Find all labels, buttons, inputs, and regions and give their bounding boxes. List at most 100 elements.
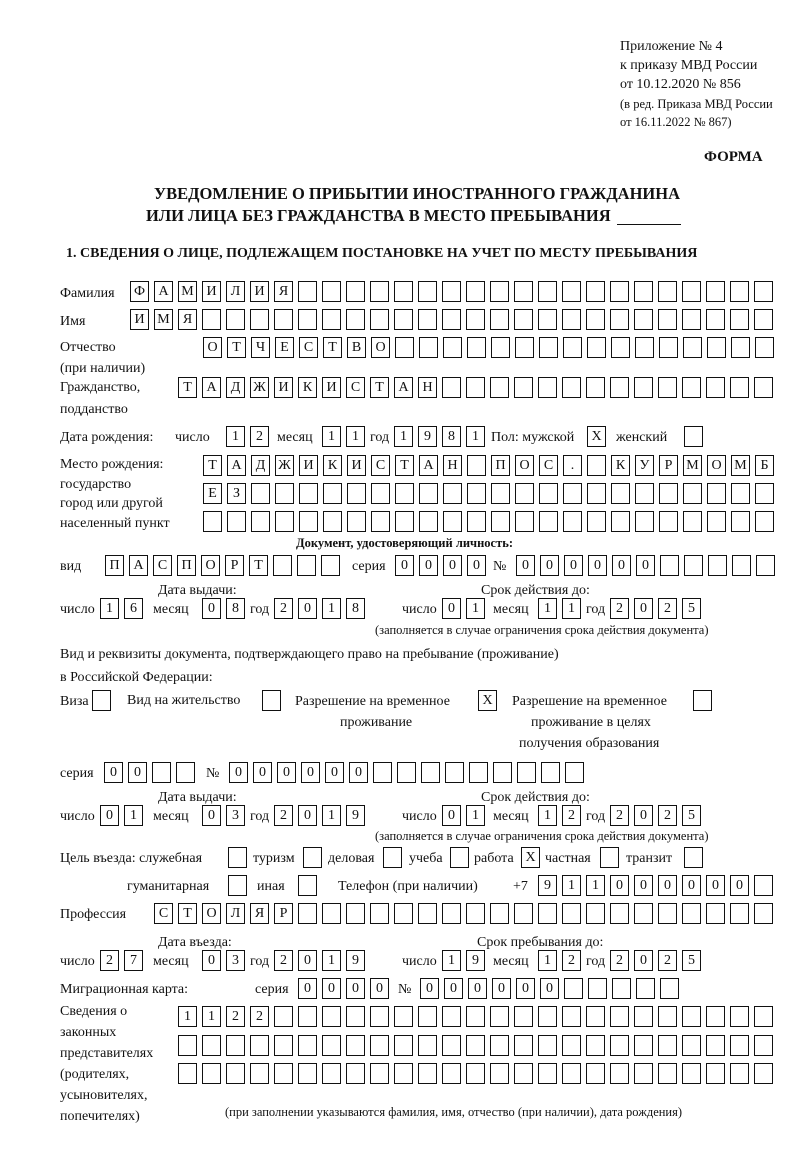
char-cell[interactable]: 0 bbox=[346, 978, 365, 999]
sex-male-checkbox[interactable]: X bbox=[587, 426, 606, 447]
char-cell[interactable] bbox=[370, 1035, 389, 1056]
char-cell[interactable] bbox=[658, 1063, 677, 1084]
char-cell[interactable] bbox=[515, 337, 534, 358]
char-cell[interactable]: 3 bbox=[226, 950, 245, 971]
char-cell[interactable]: 0 bbox=[634, 875, 653, 896]
char-cell[interactable]: Т bbox=[178, 903, 197, 924]
checkbox-cell[interactable]: X bbox=[478, 690, 497, 711]
char-cell[interactable]: Т bbox=[227, 337, 246, 358]
residence-permit-checkbox[interactable] bbox=[262, 690, 281, 711]
char-cell[interactable]: Т bbox=[323, 337, 342, 358]
char-cell[interactable] bbox=[491, 511, 510, 532]
char-cell[interactable] bbox=[490, 903, 509, 924]
char-cell[interactable] bbox=[202, 309, 221, 330]
char-cell[interactable]: А bbox=[129, 555, 148, 576]
char-cell[interactable] bbox=[730, 903, 749, 924]
char-cell[interactable]: 1 bbox=[202, 1006, 221, 1027]
char-cell[interactable] bbox=[731, 483, 750, 504]
char-cell[interactable] bbox=[707, 483, 726, 504]
char-cell[interactable]: 0 bbox=[634, 805, 653, 826]
char-cell[interactable]: Ф bbox=[130, 281, 149, 302]
char-cell[interactable]: Б bbox=[755, 455, 774, 476]
char-cell[interactable]: 0 bbox=[564, 555, 583, 576]
char-cell[interactable] bbox=[755, 511, 774, 532]
char-cell[interactable]: 1 bbox=[100, 598, 119, 619]
checkbox-cell[interactable] bbox=[303, 847, 322, 868]
char-cell[interactable]: 1 bbox=[346, 426, 365, 447]
char-cell[interactable] bbox=[346, 309, 365, 330]
char-cell[interactable]: 0 bbox=[706, 875, 725, 896]
char-cell[interactable]: 0 bbox=[395, 555, 414, 576]
char-cell[interactable] bbox=[466, 1035, 485, 1056]
char-cell[interactable] bbox=[658, 377, 677, 398]
char-cell[interactable] bbox=[442, 903, 461, 924]
char-cell[interactable] bbox=[419, 337, 438, 358]
char-cell[interactable]: О bbox=[202, 903, 221, 924]
char-cell[interactable]: 1 bbox=[586, 875, 605, 896]
char-cell[interactable]: 0 bbox=[492, 978, 511, 999]
char-cell[interactable] bbox=[586, 309, 605, 330]
char-cell[interactable]: Д bbox=[251, 455, 270, 476]
char-cell[interactable] bbox=[274, 309, 293, 330]
char-cell[interactable]: 2 bbox=[274, 805, 293, 826]
char-cell[interactable] bbox=[322, 309, 341, 330]
reps-boxes-2[interactable] bbox=[178, 1035, 773, 1056]
char-cell[interactable] bbox=[298, 281, 317, 302]
purpose-tourism-checkbox[interactable] bbox=[303, 847, 322, 868]
char-cell[interactable]: Т bbox=[249, 555, 268, 576]
char-cell[interactable] bbox=[466, 903, 485, 924]
char-cell[interactable] bbox=[706, 1006, 725, 1027]
char-cell[interactable] bbox=[634, 281, 653, 302]
char-cell[interactable] bbox=[682, 281, 701, 302]
char-cell[interactable] bbox=[683, 337, 702, 358]
char-cell[interactable]: А bbox=[227, 455, 246, 476]
char-cell[interactable]: 0 bbox=[610, 875, 629, 896]
char-cell[interactable]: 2 bbox=[610, 598, 629, 619]
char-cell[interactable] bbox=[176, 762, 195, 783]
char-cell[interactable] bbox=[250, 1035, 269, 1056]
char-cell[interactable] bbox=[418, 1063, 437, 1084]
char-cell[interactable]: П bbox=[491, 455, 510, 476]
char-cell[interactable] bbox=[634, 1063, 653, 1084]
char-cell[interactable]: Р bbox=[274, 903, 293, 924]
char-cell[interactable]: Е bbox=[275, 337, 294, 358]
char-cell[interactable] bbox=[562, 1006, 581, 1027]
char-cell[interactable] bbox=[274, 1006, 293, 1027]
purpose-work-checkbox[interactable]: X bbox=[521, 847, 540, 868]
char-cell[interactable] bbox=[466, 377, 485, 398]
char-cell[interactable] bbox=[373, 762, 392, 783]
char-cell[interactable] bbox=[586, 1063, 605, 1084]
char-cell[interactable] bbox=[658, 1006, 677, 1027]
char-cell[interactable] bbox=[562, 903, 581, 924]
char-cell[interactable]: 0 bbox=[229, 762, 248, 783]
char-cell[interactable] bbox=[706, 1035, 725, 1056]
char-cell[interactable] bbox=[754, 1006, 773, 1027]
char-cell[interactable] bbox=[299, 483, 318, 504]
temp-edu-checkbox[interactable] bbox=[693, 690, 712, 711]
char-cell[interactable]: 0 bbox=[443, 555, 462, 576]
char-cell[interactable]: Н bbox=[443, 455, 462, 476]
char-cell[interactable]: 0 bbox=[298, 805, 317, 826]
char-cell[interactable]: 0 bbox=[128, 762, 147, 783]
char-cell[interactable]: 1 bbox=[394, 426, 413, 447]
char-cell[interactable] bbox=[443, 511, 462, 532]
char-cell[interactable] bbox=[421, 762, 440, 783]
char-cell[interactable]: Ч bbox=[251, 337, 270, 358]
char-cell[interactable]: Т bbox=[178, 377, 197, 398]
char-cell[interactable] bbox=[682, 903, 701, 924]
char-cell[interactable] bbox=[490, 1006, 509, 1027]
char-cell[interactable] bbox=[539, 483, 558, 504]
char-cell[interactable] bbox=[346, 1063, 365, 1084]
char-cell[interactable] bbox=[538, 1063, 557, 1084]
char-cell[interactable] bbox=[394, 281, 413, 302]
char-cell[interactable]: 9 bbox=[346, 950, 365, 971]
